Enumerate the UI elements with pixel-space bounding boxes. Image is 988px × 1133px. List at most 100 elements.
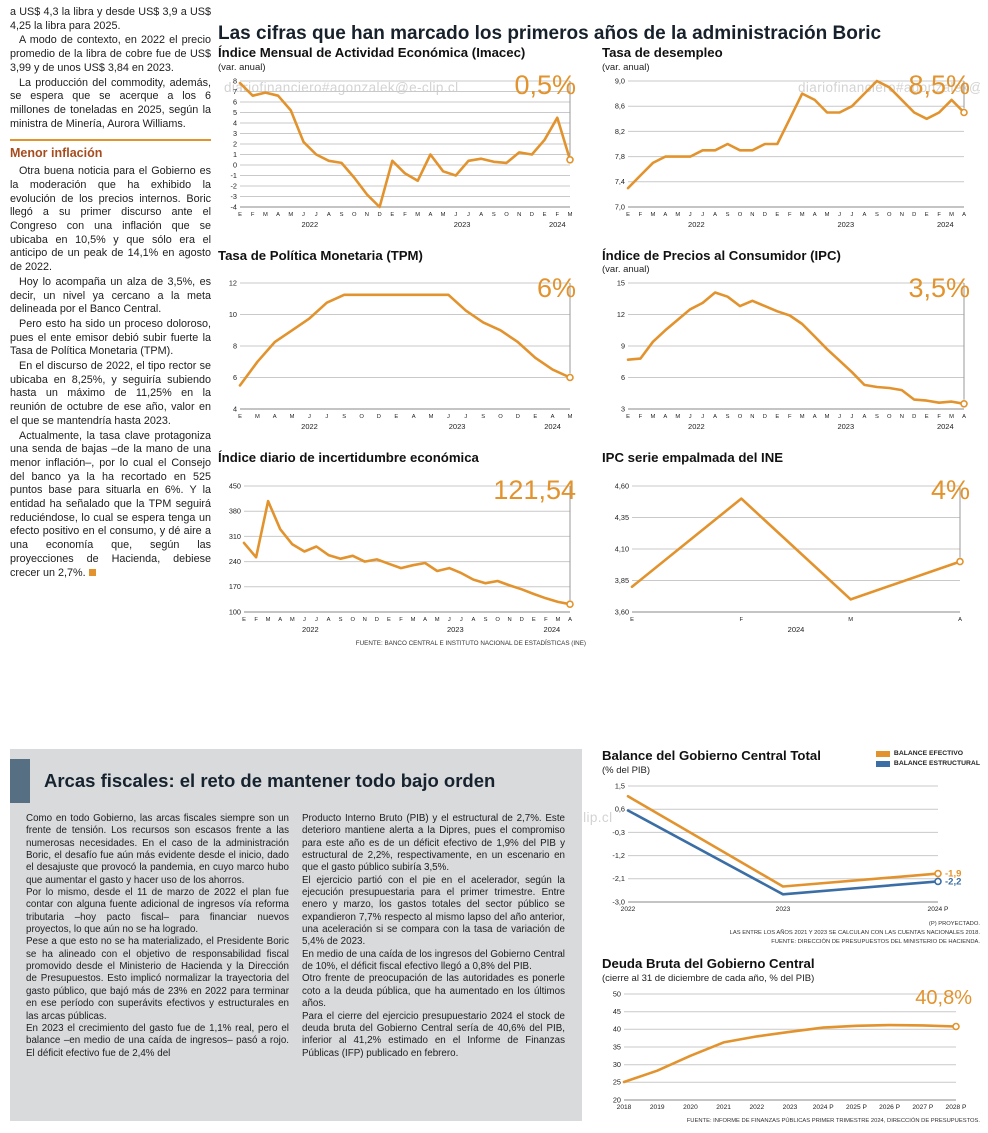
- svg-text:F: F: [254, 617, 258, 623]
- svg-text:J: J: [464, 414, 467, 420]
- svg-text:O: O: [495, 617, 500, 623]
- svg-text:J: J: [325, 414, 328, 420]
- svg-text:4: 4: [233, 404, 237, 413]
- svg-text:E: E: [925, 212, 929, 218]
- svg-text:0,6: 0,6: [615, 804, 625, 813]
- svg-text:2023: 2023: [776, 906, 791, 913]
- svg-text:2022: 2022: [301, 220, 318, 229]
- svg-text:S: S: [342, 414, 346, 420]
- svg-text:A: A: [327, 617, 331, 623]
- svg-text:S: S: [726, 414, 730, 420]
- chart-subtitle: (var. anual): [602, 61, 650, 73]
- svg-text:A: A: [551, 414, 555, 420]
- svg-text:-1,2: -1,2: [612, 851, 625, 860]
- svg-text:F: F: [556, 212, 560, 218]
- svg-text:E: E: [626, 212, 630, 218]
- svg-text:M: M: [848, 617, 853, 623]
- svg-text:8: 8: [233, 76, 237, 85]
- chart-subtitle: (var. anual): [218, 61, 266, 73]
- svg-text:6: 6: [233, 373, 237, 382]
- svg-text:D: D: [375, 617, 379, 623]
- svg-text:50: 50: [613, 989, 621, 998]
- svg-text:D: D: [912, 212, 916, 218]
- svg-text:-2: -2: [231, 181, 238, 190]
- balance-legend: BALANCE EFECTIVO BALANCE ESTRUCTURAL: [875, 750, 980, 767]
- svg-text:2019: 2019: [650, 1104, 665, 1111]
- svg-text:A: A: [813, 212, 817, 218]
- svg-text:F: F: [639, 414, 643, 420]
- svg-text:O: O: [504, 212, 509, 218]
- svg-text:F: F: [399, 617, 403, 623]
- article-paragraph: La producción del commodity, además, se …: [10, 76, 211, 130]
- fiscal-charts-column: Balance del Gobierno Central Total (% de…: [602, 748, 980, 1123]
- svg-text:2028 P: 2028 P: [946, 1104, 968, 1111]
- svg-text:M: M: [800, 212, 805, 218]
- svg-text:E: E: [533, 414, 537, 420]
- svg-text:2023: 2023: [783, 1104, 798, 1111]
- svg-text:240: 240: [229, 557, 241, 566]
- svg-text:J: J: [447, 414, 450, 420]
- svg-text:1,5: 1,5: [615, 781, 625, 790]
- svg-text:A: A: [663, 212, 667, 218]
- chart-source-note: FUENTE: BANCO CENTRAL E INSTITUTO NACION…: [355, 639, 586, 647]
- svg-text:170: 170: [229, 582, 241, 591]
- svg-text:O: O: [887, 212, 892, 218]
- fiscal-panel-header: Arcas fiscales: el reto de mantener todo…: [10, 759, 582, 803]
- chart-highlight-value: 0,5%: [514, 70, 576, 100]
- legend-item-efectivo: BALANCE EFECTIVO: [875, 750, 964, 757]
- svg-text:M: M: [555, 617, 560, 623]
- svg-text:M: M: [411, 617, 416, 623]
- chart-title: Balance del Gobierno Central Total: [602, 748, 821, 763]
- svg-text:2022: 2022: [688, 422, 705, 431]
- svg-text:2023: 2023: [449, 422, 466, 431]
- svg-text:J: J: [302, 212, 305, 218]
- svg-text:7: 7: [233, 86, 237, 95]
- footnote: (P) PROYECTADO.: [928, 920, 980, 927]
- panel-paragraph: En medio de una caída de los ingresos de…: [302, 948, 565, 973]
- chart-card-incertidumbre: Índice diario de incertidumbre económica…: [218, 451, 586, 647]
- svg-text:2022: 2022: [688, 220, 705, 229]
- svg-text:450: 450: [229, 481, 241, 490]
- svg-text:S: S: [875, 212, 879, 218]
- svg-text:E: E: [532, 617, 536, 623]
- svg-text:A: A: [962, 414, 966, 420]
- svg-text:M: M: [415, 212, 420, 218]
- chart-highlight-value: 8,5%: [908, 70, 970, 100]
- svg-text:A: A: [862, 212, 866, 218]
- chart-highlight-value: 6%: [536, 272, 576, 303]
- svg-text:J: J: [701, 212, 704, 218]
- charts-grid: Índice Mensual de Actividad Económica (I…: [218, 45, 980, 647]
- chart-title: Tasa de desempleo: [602, 45, 723, 60]
- svg-text:F: F: [937, 212, 941, 218]
- article-end-mark: [88, 568, 96, 576]
- svg-text:E: E: [238, 212, 242, 218]
- svg-text:F: F: [639, 212, 643, 218]
- svg-text:M: M: [568, 212, 573, 218]
- svg-text:A: A: [568, 617, 572, 623]
- svg-text:8,6: 8,6: [615, 101, 625, 110]
- svg-text:12: 12: [229, 278, 237, 287]
- svg-text:F: F: [251, 212, 255, 218]
- legend-label: BALANCE EFECTIVO: [893, 750, 964, 757]
- chart-title: Tasa de Política Monetaria (TPM): [218, 247, 423, 263]
- svg-text:M: M: [949, 414, 954, 420]
- svg-text:O: O: [352, 212, 357, 218]
- svg-text:380: 380: [229, 506, 241, 515]
- svg-text:A: A: [423, 617, 427, 623]
- svg-text:E: E: [242, 617, 246, 623]
- chart-title: Deuda Bruta del Gobierno Central: [602, 956, 815, 972]
- svg-text:J: J: [838, 414, 841, 420]
- page-title: Las cifras que han marcado los primeros …: [218, 22, 882, 44]
- svg-text:N: N: [517, 212, 521, 218]
- svg-text:E: E: [543, 212, 547, 218]
- svg-text:35: 35: [613, 1042, 621, 1051]
- svg-text:O: O: [350, 617, 355, 623]
- svg-text:E: E: [925, 414, 929, 420]
- chart-subtitle: [218, 264, 586, 277]
- svg-text:J: J: [460, 617, 463, 623]
- svg-text:S: S: [484, 617, 488, 623]
- svg-text:D: D: [520, 617, 524, 623]
- svg-text:2018: 2018: [617, 1104, 632, 1111]
- svg-text:45: 45: [613, 1007, 621, 1016]
